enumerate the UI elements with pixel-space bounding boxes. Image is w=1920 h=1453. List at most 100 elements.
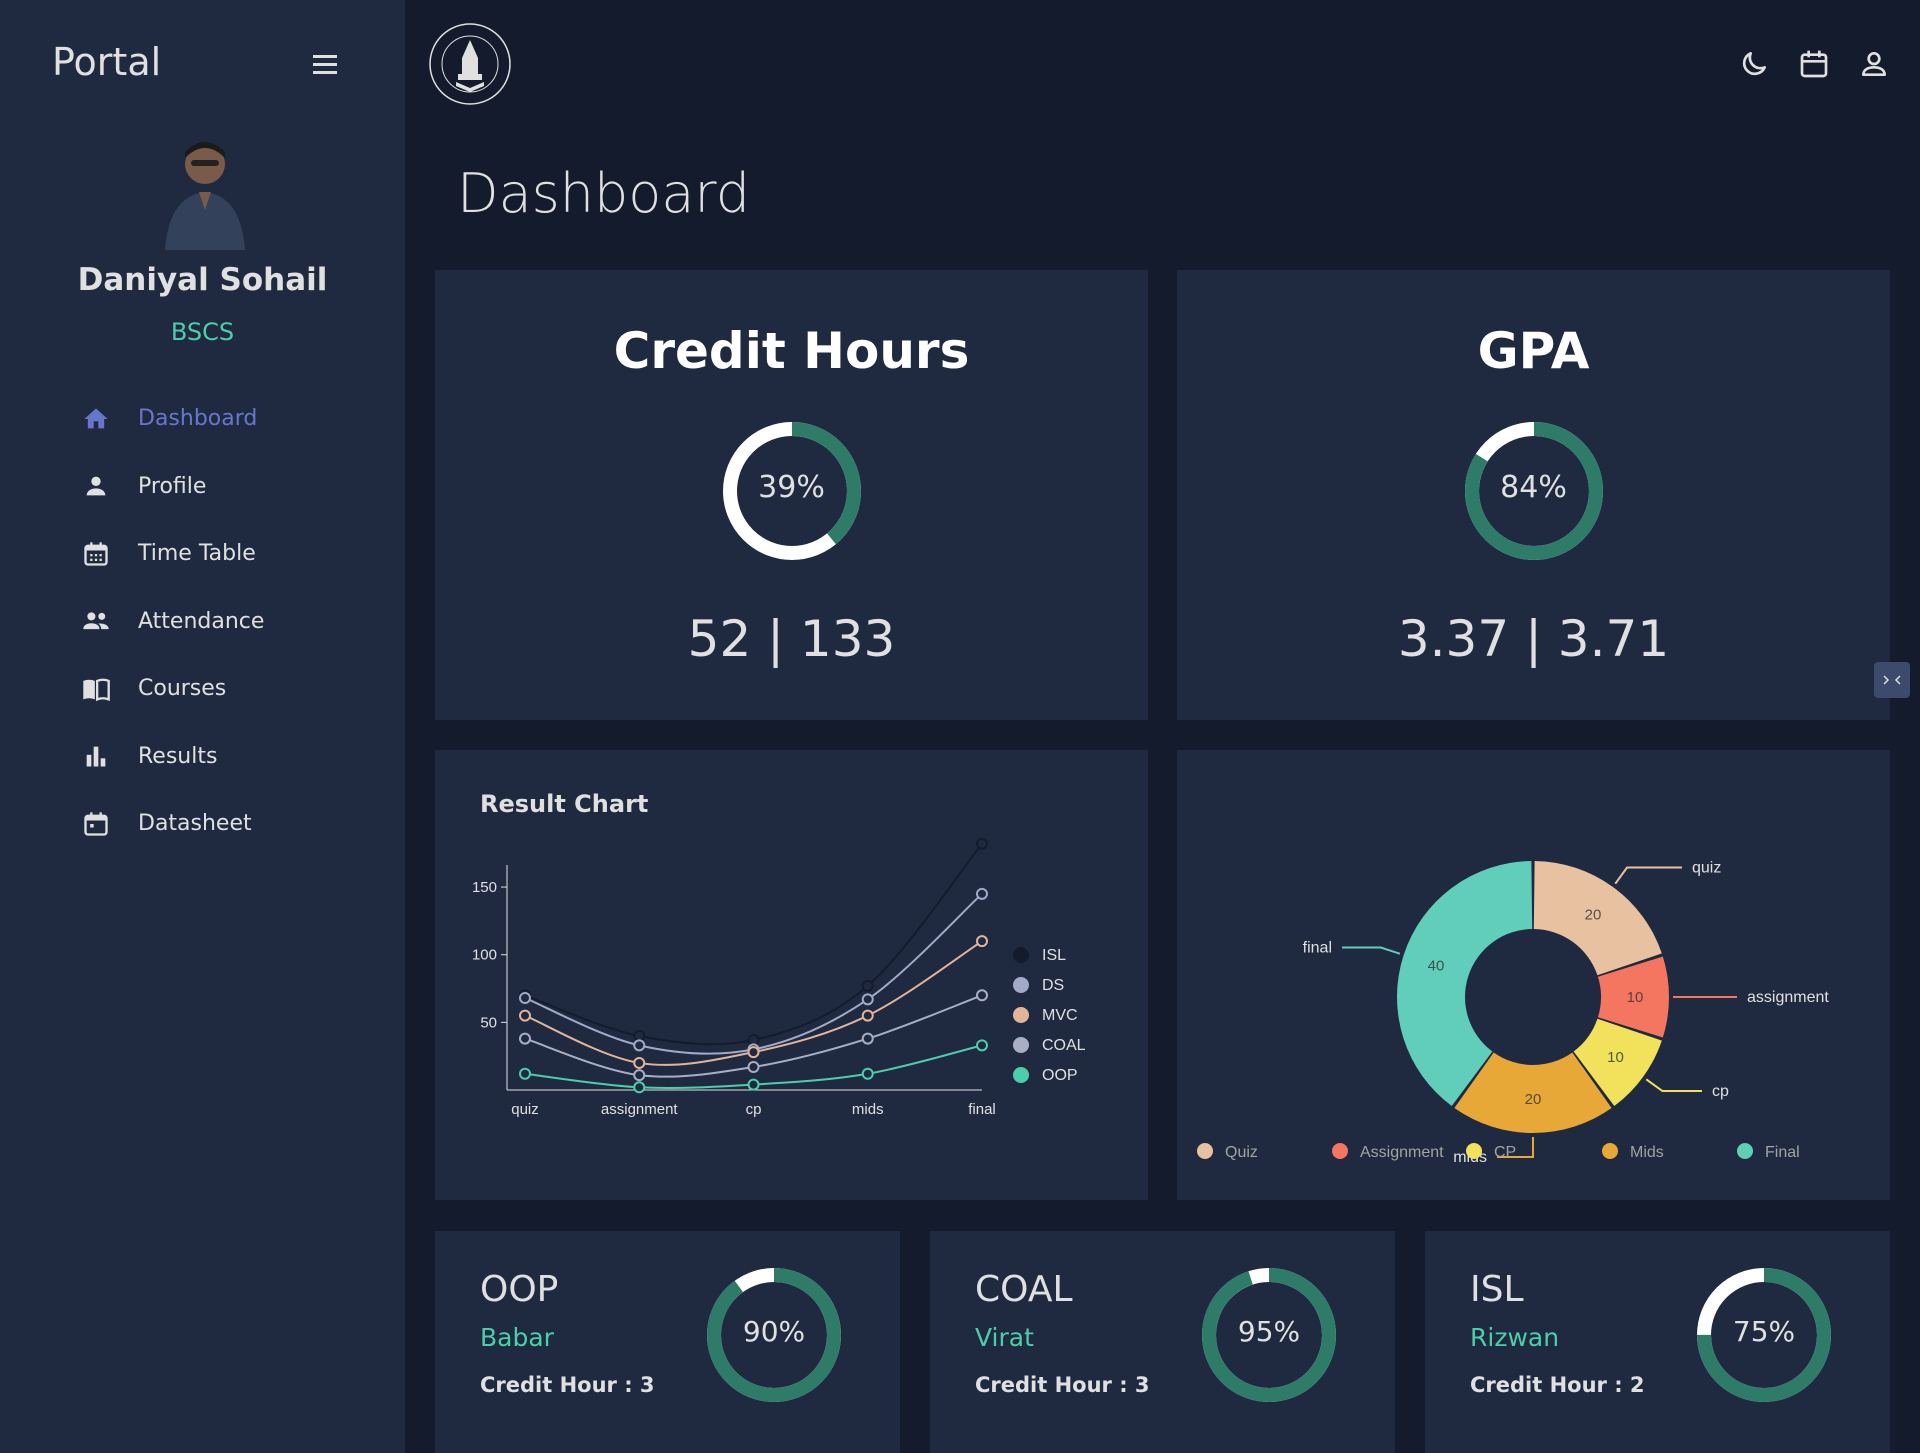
sidebar-item-time-table[interactable]: Time Table: [0, 520, 405, 588]
ring-progress: [1464, 422, 1603, 560]
ring-progress: [707, 1268, 841, 1402]
university-logo: [429, 23, 511, 105]
assessment-donut-chart: 20quiz10assignment10cp20mids40finalQuizA…: [1197, 860, 1829, 1166]
series-line-ds: [524, 893, 983, 1055]
sidebar-item-profile[interactable]: Profile: [0, 453, 405, 521]
course-card[interactable]: ISL Rizwan Credit Hour : 2 75%: [1425, 1231, 1890, 1453]
series-line-isl: [524, 843, 983, 1046]
data-point: [747, 1046, 760, 1059]
ring-progress: [722, 422, 861, 560]
data-point: [519, 992, 531, 1004]
course-percent: 75%: [1732, 1315, 1796, 1348]
donut-slice-assignment: [1597, 956, 1669, 1038]
legend-swatch: [1737, 1143, 1753, 1159]
y-tick-label: 100: [472, 947, 497, 964]
data-point: [633, 1039, 646, 1052]
legend-swatch: [1602, 1143, 1618, 1159]
x-tick-label: cp: [746, 1101, 762, 1118]
gpa-percent: 84%: [1500, 470, 1567, 505]
x-tick-label: quiz: [511, 1101, 539, 1118]
moon-icon[interactable]: [1738, 48, 1770, 80]
course-percent: 95%: [1237, 1315, 1301, 1348]
donut-slice-quiz: [1533, 861, 1662, 976]
menu-toggle-icon[interactable]: [310, 50, 340, 80]
course-name: COAL: [975, 1269, 1073, 1310]
user-icon[interactable]: [1858, 48, 1890, 80]
sidebar-item-datasheet[interactable]: Datasheet: [0, 790, 405, 858]
home-icon: [80, 403, 112, 435]
y-tick-label: 150: [472, 879, 497, 896]
assessment-donut-card: 20quiz10assignment10cp20mids40finalQuizA…: [1177, 750, 1890, 1200]
legend-label: Final: [1765, 1144, 1800, 1161]
gpa-value: 3.37 | 3.71: [1397, 610, 1670, 668]
data-point: [633, 1069, 646, 1082]
data-point: [861, 993, 874, 1006]
sidebar-item-label: Results: [138, 743, 218, 769]
legend-label: CP: [1494, 1144, 1516, 1161]
credit-hours-card: Credit Hours 39% 52 | 133: [435, 270, 1148, 720]
sidebar-item-dashboard[interactable]: Dashboard: [0, 385, 405, 453]
sidebar-item-courses[interactable]: Courses: [0, 655, 405, 723]
sidebar-item-label: Datasheet: [138, 811, 252, 837]
sidebar-item-more[interactable]: [0, 858, 405, 883]
donut-slice-final: [1397, 861, 1533, 1107]
ring-progress: [1697, 1268, 1831, 1402]
legend-label: ISL: [1042, 947, 1066, 964]
slice-value-label: 20: [1525, 1091, 1542, 1108]
calendar-icon[interactable]: [1798, 48, 1830, 80]
credit-hours-percent: 39%: [758, 470, 825, 505]
sidebar-item-label: Courses: [138, 676, 227, 702]
result-chart-title: Result Chart: [480, 790, 649, 818]
book-icon: [80, 673, 112, 705]
course-teacher: Babar: [480, 1323, 554, 1352]
legend-swatch: [1013, 977, 1029, 993]
legend-swatch: [1332, 1143, 1348, 1159]
course-progress-ring: [1697, 1268, 1831, 1402]
course-credit-hours: Credit Hour : 3: [975, 1373, 1150, 1397]
data-point: [976, 935, 988, 948]
course-teacher: Virat: [975, 1323, 1034, 1352]
slice-value-label: 40: [1428, 957, 1445, 974]
x-tick-label: mids: [852, 1101, 884, 1118]
course-percent: 90%: [742, 1315, 806, 1348]
sidebar-item-label: Profile: [138, 473, 207, 499]
sidebar-item-results[interactable]: Results: [0, 723, 405, 791]
callout-line: [1342, 946, 1401, 955]
callout-label: assignment: [1747, 989, 1829, 1006]
course-card[interactable]: OOP Babar Credit Hour : 3 90%: [435, 1231, 900, 1453]
user-name: Daniyal Sohail: [77, 262, 328, 298]
data-point: [633, 1081, 646, 1094]
person-icon: [80, 470, 112, 502]
data-point: [519, 1067, 531, 1080]
donut-slice-cp: [1573, 1018, 1662, 1107]
data-point: [861, 1067, 874, 1080]
callout-label: final: [1303, 940, 1332, 957]
course-name: OOP: [480, 1269, 559, 1310]
data-point: [976, 1039, 988, 1052]
calendar-grid-icon: [80, 538, 112, 570]
ring-progress: [1202, 1268, 1336, 1402]
x-tick-label: assignment: [601, 1101, 679, 1118]
course-progress-ring: [707, 1268, 841, 1402]
course-card[interactable]: COAL Virat Credit Hour : 3 95%: [930, 1231, 1395, 1453]
course-teacher: Rizwan: [1470, 1323, 1560, 1352]
sidebar-item-label: Attendance: [138, 608, 265, 634]
x-tick-label: final: [968, 1101, 996, 1118]
callout-label: cp: [1712, 1083, 1729, 1100]
callout-line: [1614, 866, 1682, 885]
slice-value-label: 20: [1585, 906, 1602, 923]
side-toggle-button[interactable]: [1874, 662, 1910, 698]
legend-label: COAL: [1042, 1037, 1086, 1054]
result-line-chart: 50 100 150 quiz assignment cp mids final ISL DS MV…: [472, 837, 1086, 1118]
sidebar-nav: Dashboard Profile Time Table Attendance: [0, 385, 405, 882]
sidebar-item-attendance[interactable]: Attendance: [0, 588, 405, 656]
slice-value-label: 10: [1627, 989, 1644, 1006]
legend-swatch: [1466, 1143, 1482, 1159]
course-name: ISL: [1470, 1269, 1524, 1310]
data-point: [861, 1009, 874, 1022]
page-title: Dashboard: [457, 162, 750, 225]
legend-label: Assignment: [1360, 1144, 1444, 1161]
gpa-progress-ring: [1464, 422, 1603, 560]
legend-swatch: [1197, 1143, 1213, 1159]
sidebar-item-label: Time Table: [138, 541, 256, 567]
